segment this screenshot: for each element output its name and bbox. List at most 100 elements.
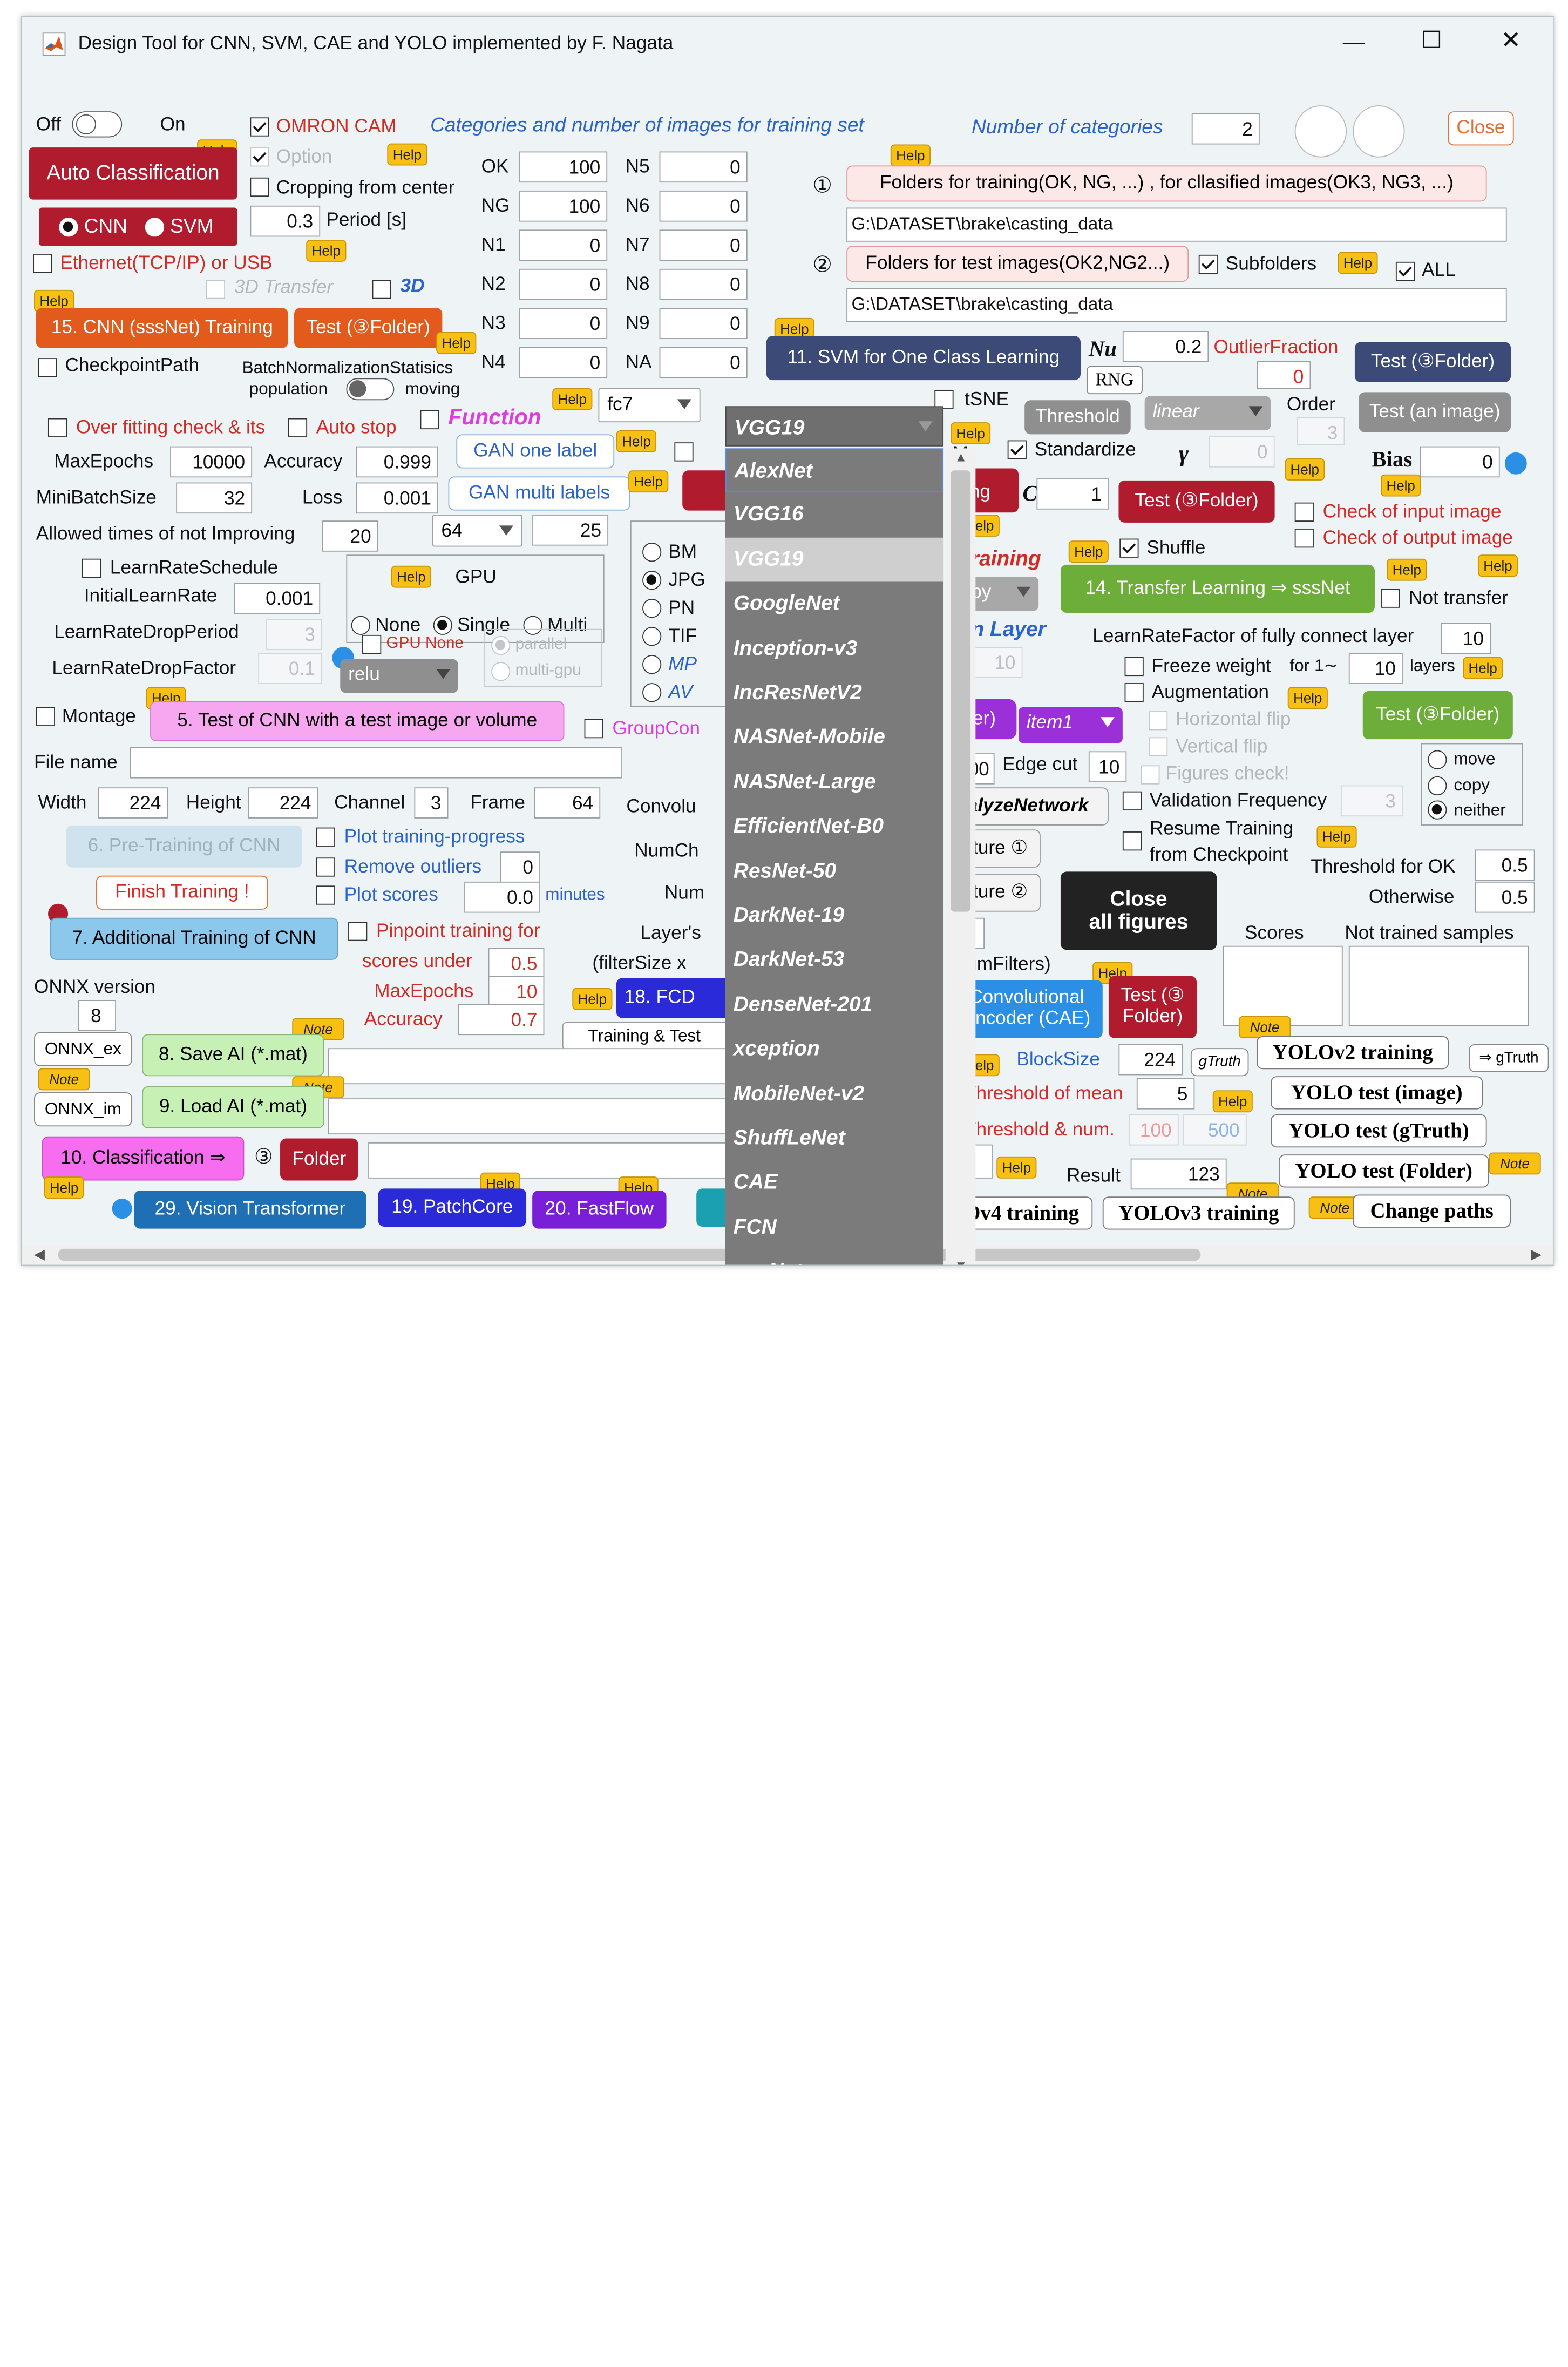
help-button[interactable]: Help <box>552 388 593 410</box>
model-option[interactable]: MobileNet-v2 <box>733 1081 865 1105</box>
training-folder-button[interactable]: Folders for training(OK, NG, ...) , for … <box>846 165 1487 202</box>
category-count-input[interactable]: 0 <box>659 347 748 378</box>
help-button[interactable]: Help <box>1287 687 1328 709</box>
cae-button[interactable]: Convolutional Encoder (CAE) <box>951 979 1103 1038</box>
shuffle-checkbox[interactable] <box>1119 538 1139 558</box>
freeze-checkbox[interactable] <box>1124 657 1144 677</box>
yolo-test-folder-button[interactable]: YOLO test (Folder) <box>1279 1154 1489 1188</box>
training-test-button[interactable]: Training & Test <box>562 1022 727 1051</box>
svm-test-folder-button[interactable]: Test (③Folder) <box>1354 342 1511 382</box>
maxepochs2-input[interactable]: 10 <box>488 976 545 1007</box>
figcheck-checkbox[interactable] <box>1141 765 1160 785</box>
check-output-checkbox[interactable] <box>1294 529 1314 548</box>
lrfactor-input[interactable]: 0.1 <box>258 653 322 684</box>
svm-radio[interactable] <box>145 218 165 237</box>
montage-checkbox[interactable] <box>36 707 55 726</box>
edgecut-input[interactable]: 10 <box>1088 751 1127 783</box>
format-radio[interactable] <box>642 655 662 674</box>
remove-outliers-checkbox[interactable] <box>316 857 335 877</box>
height-input[interactable]: 224 <box>248 787 318 819</box>
loss-input[interactable]: 0.001 <box>356 482 438 514</box>
model-option[interactable]: xception <box>733 1037 820 1060</box>
model-option[interactable]: DenseNet-201 <box>733 992 873 1016</box>
help-button[interactable]: Help <box>1316 825 1357 848</box>
ethernet-checkbox[interactable] <box>33 253 52 273</box>
analyze-network-button[interactable]: nalyzeNetwork <box>951 787 1109 826</box>
help-button[interactable]: Help <box>306 239 347 262</box>
category-count-input[interactable]: 0 <box>659 151 748 183</box>
overfit-checkbox[interactable] <box>47 418 67 437</box>
category-count-input[interactable]: 0 <box>659 190 748 222</box>
augmentation-checkbox[interactable] <box>1124 683 1144 702</box>
rng-button[interactable]: RNG <box>1087 366 1143 395</box>
test-path-input[interactable]: G:\DATASET\brake\casting_data <box>846 288 1507 322</box>
help-button[interactable]: Help <box>996 1156 1037 1179</box>
svm-test-folder2-button[interactable]: Test (③Folder) <box>1118 480 1275 523</box>
minimize-button[interactable]: — <box>1342 29 1365 55</box>
help-button[interactable]: Help <box>387 143 427 166</box>
note-button[interactable]: Note <box>292 1018 344 1040</box>
pinpoint-checkbox[interactable] <box>348 922 368 941</box>
help-button[interactable]: Help <box>391 565 431 588</box>
item1-dropdown[interactable]: item1 <box>1019 707 1123 743</box>
help-button[interactable]: Help <box>1381 474 1421 497</box>
scrollbar-thumb[interactable] <box>58 1248 1201 1261</box>
note-button[interactable]: Note <box>1238 1016 1291 1038</box>
load-ai-button[interactable]: 9. Load AI (*.mat) <box>142 1086 324 1128</box>
gan-one-label-button[interactable]: GAN one label <box>456 434 615 469</box>
folder-button[interactable]: Folder <box>280 1138 358 1181</box>
hidden-teal-button[interactable] <box>696 1188 727 1227</box>
category-count-input[interactable]: 100 <box>519 151 608 183</box>
e-input[interactable]: 10 <box>966 647 1023 678</box>
groupcon-checkbox[interactable] <box>584 719 603 739</box>
yolov3-training-button[interactable]: YOLOv3 training <box>1102 1196 1295 1230</box>
category-count-input[interactable]: 0 <box>519 229 608 261</box>
scroll-left-icon[interactable]: ◀ <box>34 1246 45 1262</box>
size-dropdown[interactable]: 64 <box>432 515 522 547</box>
transfer-test-folder-button[interactable]: Test (③Folder) <box>1362 691 1513 740</box>
plot-scores-checkbox[interactable] <box>316 885 335 905</box>
neither-radio[interactable] <box>1428 800 1447 820</box>
maximize-button[interactable]: ☐ <box>1421 27 1443 55</box>
remove-outliers-input[interactable]: 0 <box>500 851 540 883</box>
subfolders-checkbox[interactable] <box>1198 254 1218 274</box>
nu-input[interactable]: 0.2 <box>1122 331 1209 362</box>
all-checkbox[interactable] <box>1395 261 1415 281</box>
model-option[interactable]: NASNet-Large <box>733 770 876 794</box>
model-option[interactable]: FCN <box>733 1215 777 1239</box>
help-button[interactable]: Help <box>1387 558 1427 581</box>
note-button[interactable]: Note <box>38 1068 90 1091</box>
model-dropdown-selected[interactable]: VGG19 <box>725 406 944 447</box>
model-option[interactable]: sssNet <box>725 1250 943 1265</box>
activation-dropdown[interactable]: relu <box>340 659 458 693</box>
load-path-input[interactable] <box>328 1098 727 1135</box>
minutes-input[interactable]: 0.0 <box>464 881 540 913</box>
freeze-input[interactable]: 10 <box>1348 653 1403 684</box>
copy-radio[interactable] <box>1428 776 1447 796</box>
kernel-dropdown[interactable]: linear <box>1144 396 1271 430</box>
initlr-input[interactable]: 0.001 <box>234 583 321 614</box>
result-input[interactable]: 123 <box>1130 1158 1227 1190</box>
save-path-input[interactable] <box>328 1048 727 1085</box>
test-cnn-button[interactable]: 5. Test of CNN with a test image or volu… <box>150 701 565 741</box>
allowed-input[interactable]: 20 <box>322 520 378 552</box>
outlier-input[interactable]: 0 <box>1257 361 1311 389</box>
bias-input[interactable]: 0 <box>1420 446 1500 478</box>
help-button[interactable]: Help <box>1338 252 1378 274</box>
onnx-ex-button[interactable]: ONNX_ex <box>34 1032 132 1066</box>
not-trained-list[interactable] <box>1348 945 1529 1026</box>
category-count-input[interactable]: 0 <box>659 229 748 261</box>
option-checkbox[interactable] <box>250 147 269 167</box>
auto-switch[interactable] <box>72 111 123 138</box>
model-option[interactable]: DarkNet-53 <box>733 948 845 971</box>
vflip-checkbox[interactable] <box>1149 737 1168 756</box>
transfer3d-checkbox[interactable] <box>206 280 226 299</box>
hidden-red-button[interactable] <box>682 470 727 511</box>
filename-input[interactable] <box>130 747 623 779</box>
model-option[interactable]: AlexNet <box>725 448 944 493</box>
maxepochs-input[interactable]: 10000 <box>170 446 253 478</box>
val25-input[interactable]: 25 <box>532 515 609 546</box>
category-count-input[interactable]: 0 <box>519 268 608 300</box>
accuracy-input[interactable]: 0.999 <box>356 446 438 478</box>
thr-mean-input[interactable]: 5 <box>1136 1078 1195 1110</box>
